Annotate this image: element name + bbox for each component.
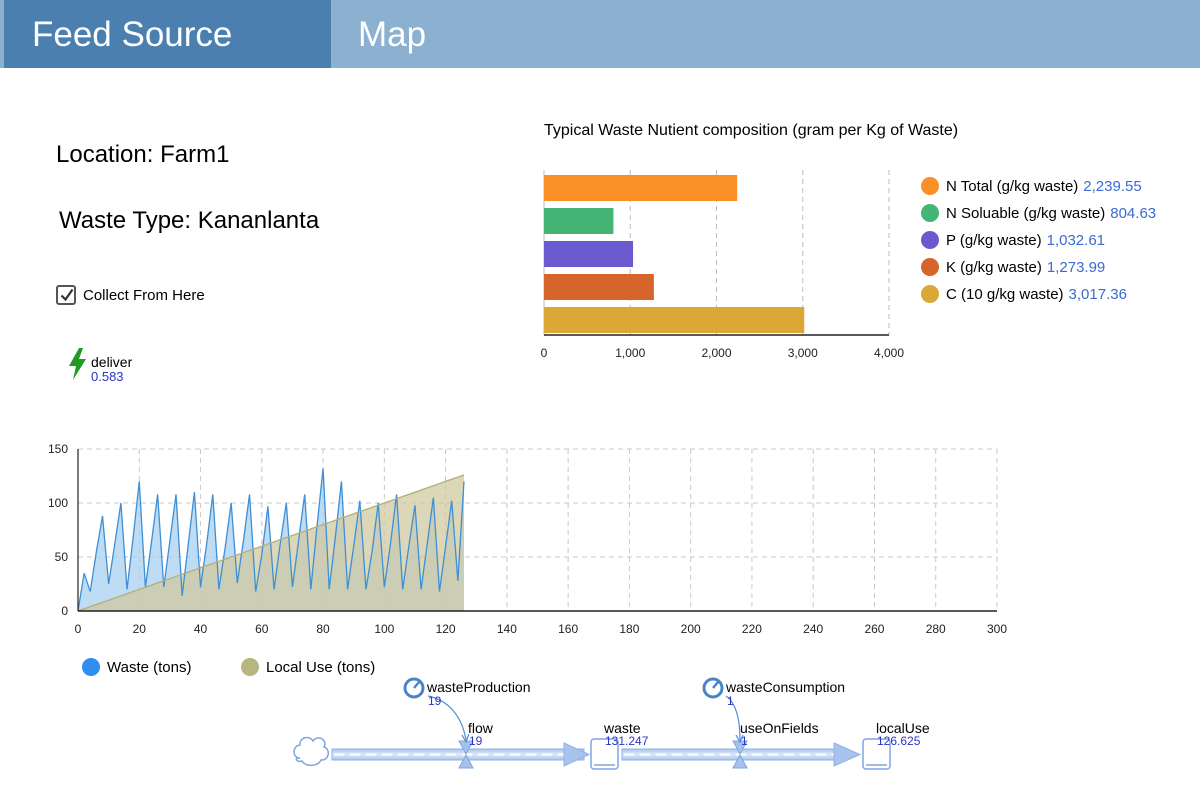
- nutrient-xtick-label: 1,000: [615, 346, 645, 360]
- y-tick-label: 0: [61, 604, 68, 618]
- nutrient-legend-value: 1,032.61: [1046, 231, 1105, 249]
- local-use-stock-label: localUse: [876, 720, 930, 736]
- tab-bar: Feed Source Map: [0, 0, 1200, 68]
- nutrient-legend-dot: [921, 285, 939, 303]
- nutrient-bar[interactable]: [544, 274, 654, 300]
- x-tick-label: 60: [255, 622, 269, 636]
- waste-production-gauge-icon[interactable]: [403, 677, 425, 699]
- nutrient-legend-label: N Soluable (g/kg waste): [946, 204, 1106, 222]
- legend-waste[interactable]: Waste (tons): [82, 658, 191, 676]
- waste-area: [78, 468, 464, 611]
- x-tick-label: 80: [316, 622, 330, 636]
- x-tick-label: 40: [194, 622, 208, 636]
- nutrient-xtick-label: 0: [541, 346, 548, 360]
- nutrient-xtick-label: 4,000: [874, 346, 904, 360]
- nutrient-legend-value: 3,017.36: [1068, 285, 1127, 303]
- nutrient-legend-value: 804.63: [1110, 204, 1157, 222]
- nutrient-xtick-label: 3,000: [788, 346, 818, 360]
- nutrient-bar[interactable]: [544, 208, 614, 234]
- waste-production-label: wasteProduction: [426, 679, 531, 695]
- waste-consumption-gauge-icon[interactable]: [702, 677, 724, 699]
- lightning-icon: [69, 348, 86, 380]
- waste-consumption-label: wasteConsumption: [725, 679, 845, 695]
- y-tick-label: 50: [55, 550, 69, 564]
- collect-checkbox[interactable]: [56, 285, 76, 305]
- nutrient-legend-item[interactable]: N Soluable (g/kg waste) 804.63: [921, 204, 1156, 222]
- y-tick-label: 150: [48, 442, 68, 456]
- nutrient-legend-label: C (10 g/kg waste): [946, 285, 1064, 303]
- location-label: Location: Farm1: [56, 141, 230, 168]
- local-use-stock[interactable]: [862, 738, 891, 770]
- waste-stock-label: waste: [603, 720, 641, 736]
- x-tick-label: 140: [497, 622, 517, 636]
- nutrient-bar[interactable]: [544, 241, 634, 267]
- use-on-fields-pipe[interactable]: [621, 748, 845, 761]
- x-tick-label: 280: [926, 622, 946, 636]
- flow-value: 19: [469, 734, 483, 748]
- x-tick-label: 100: [374, 622, 394, 636]
- nutrient-legend-dot: [921, 258, 939, 276]
- waste-consumption-value: 1: [727, 694, 734, 708]
- local-use-stock-value: 126.625: [877, 734, 921, 748]
- x-tick-label: 220: [742, 622, 762, 636]
- nutrient-legend-label: N Total (g/kg waste): [946, 177, 1079, 195]
- y-tick-label: 100: [48, 496, 68, 510]
- x-tick-label: 300: [987, 622, 1007, 636]
- waste-line: [77, 468, 465, 612]
- x-tick-label: 120: [436, 622, 456, 636]
- collect-checkbox-row[interactable]: Collect From Here: [56, 282, 205, 308]
- use-on-fields-value: 1: [741, 734, 748, 748]
- x-tick-label: 200: [681, 622, 701, 636]
- waste-production-value: 19: [428, 694, 442, 708]
- nutrient-chart-title: Typical Waste Nutient composition (gram …: [544, 122, 958, 139]
- use-on-fields-label: useOnFields: [740, 720, 819, 736]
- nutrient-bar[interactable]: [544, 175, 738, 201]
- deliver-value: 0.583: [91, 369, 124, 384]
- legend-waste-label: Waste (tons): [107, 658, 192, 676]
- legend-local-use-dot: [241, 658, 259, 676]
- nutrient-legend-item[interactable]: P (g/kg waste) 1,032.61: [921, 231, 1105, 249]
- x-tick-label: 260: [864, 622, 884, 636]
- nutrient-legend-item[interactable]: K (g/kg waste) 1,273.99: [921, 258, 1105, 276]
- nutrient-legend-item[interactable]: C (10 g/kg waste) 3,017.36: [921, 285, 1127, 303]
- time-series-chart: 0 20 40 60 80 100 120 140 160 180 200 220 240 260 280 3…: [48, 442, 1007, 636]
- nutrient-legend-label: P (g/kg waste): [946, 231, 1042, 249]
- tab-map[interactable]: Map: [358, 15, 427, 54]
- checkmark-icon: [60, 288, 74, 302]
- nutrient-legend-item[interactable]: N Total (g/kg waste) 2,239.55: [921, 177, 1142, 195]
- nutrient-legend-dot: [921, 177, 939, 195]
- nutrient-legend-dot: [921, 204, 939, 222]
- legend-local-use[interactable]: Local Use (tons): [241, 658, 375, 676]
- x-tick-label: 240: [803, 622, 823, 636]
- x-tick-label: 160: [558, 622, 578, 636]
- nutrient-xtick-label: 2,000: [701, 346, 731, 360]
- waste-type-label: Waste Type: Kananlanta: [59, 207, 320, 234]
- consumption-link: [725, 695, 741, 741]
- nutrient-bar-chart: Typical Waste Nutient composition (gram …: [541, 122, 958, 360]
- nutrient-legend-dot: [921, 231, 939, 249]
- x-tick-label: 0: [75, 622, 82, 636]
- use-on-fields-arrow-icon: [833, 742, 862, 767]
- nutrient-bar[interactable]: [544, 307, 805, 333]
- legend-waste-dot: [82, 658, 100, 676]
- nutrient-legend-value: 1,273.99: [1046, 258, 1106, 276]
- nutrient-legend-label: K (g/kg waste): [946, 258, 1042, 276]
- collect-checkbox-label: Collect From Here: [83, 286, 205, 304]
- deliver-label: deliver: [91, 354, 133, 370]
- local-use-line: [77, 474, 465, 612]
- waste-stock[interactable]: [590, 738, 619, 770]
- flow-arrow-icon: [563, 742, 591, 767]
- stock-flow-diagram: wasteProduction 19 wasteConsumption 1 fl…: [293, 677, 930, 770]
- flow-label: flow: [468, 720, 494, 736]
- waste-stock-value: 131.247: [605, 734, 649, 748]
- production-link: [427, 695, 467, 741]
- cloud-source-icon[interactable]: [293, 736, 329, 767]
- nutrient-legend-value: 2,239.55: [1083, 177, 1142, 195]
- legend-local-use-label: Local Use (tons): [266, 658, 376, 676]
- tab-feed-source[interactable]: Feed Source: [4, 0, 331, 68]
- x-tick-label: 20: [133, 622, 147, 636]
- x-tick-label: 180: [619, 622, 639, 636]
